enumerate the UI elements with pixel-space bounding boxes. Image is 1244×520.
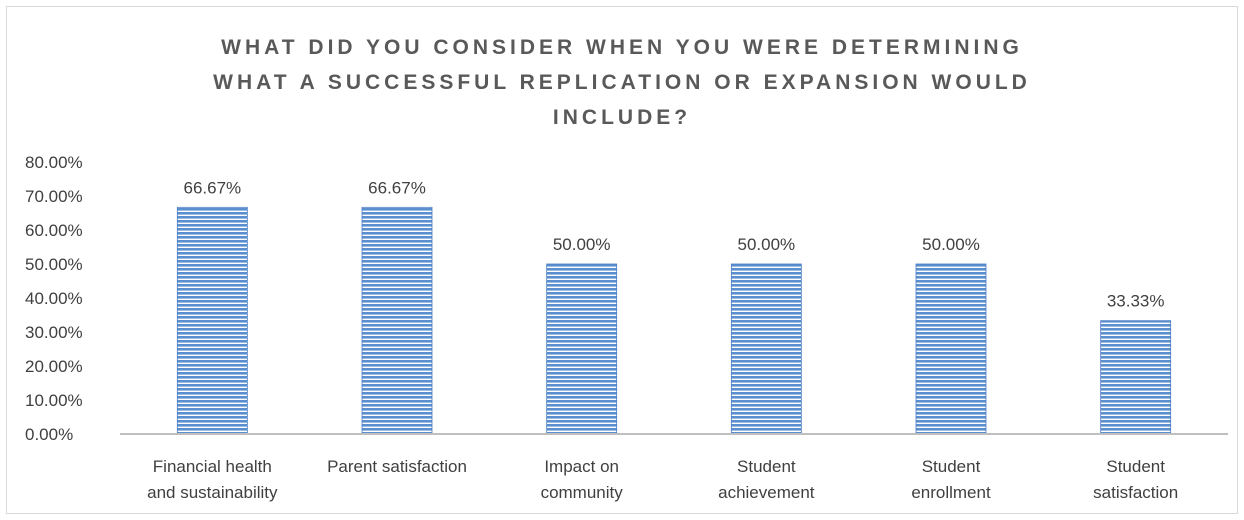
data-labels: 66.67% 66.67% 50.00% 50.00% 50.00% 33.33% <box>183 178 1164 310</box>
bar <box>730 263 802 435</box>
y-tick-label: 60.00% <box>25 221 83 240</box>
bar <box>1100 320 1172 435</box>
data-label: 66.67% <box>183 178 241 197</box>
category-label-line: Student <box>1106 457 1165 476</box>
y-axis-tick-labels: 0.00% 10.00% 20.00% 30.00% 40.00% 50.00% 60.00… <box>25 153 83 444</box>
chart-title-line-3: INCLUDE? <box>552 106 692 129</box>
bar <box>361 206 433 435</box>
category-label-line: Parent satisfaction <box>327 457 467 476</box>
data-label: 50.00% <box>553 235 611 254</box>
category-label-line: achievement <box>718 483 815 502</box>
data-label: 33.33% <box>1107 292 1165 311</box>
chart-title-line-2: WHAT A SUCCESSFUL REPLICATION OR EXPANSI… <box>213 71 1031 94</box>
category-label-line: enrollment <box>911 483 991 502</box>
category-label-line: community <box>541 483 624 502</box>
category-label: Student enrollment <box>911 457 991 502</box>
bar <box>546 263 618 435</box>
y-tick-label: 40.00% <box>25 289 83 308</box>
chart-title: WHAT DID YOU CONSIDER WHEN YOU WERE DETE… <box>0 30 1244 135</box>
y-tick-label: 20.00% <box>25 357 83 376</box>
category-label: Student achievement <box>718 457 815 502</box>
category-labels: Financial health and sustainability Parent… <box>147 457 1178 502</box>
category-label-line: Financial health <box>153 457 272 476</box>
y-tick-label: 70.00% <box>25 187 83 206</box>
y-tick-label: 50.00% <box>25 255 83 274</box>
category-label-line: Student <box>737 457 796 476</box>
category-label: Impact on community <box>541 457 624 502</box>
category-label-line: Student <box>922 457 981 476</box>
y-tick-label: 0.00% <box>25 425 73 444</box>
category-label-line: Impact on <box>544 457 619 476</box>
data-label: 66.67% <box>368 178 426 197</box>
category-label: Financial health and sustainability <box>147 457 278 502</box>
category-label: Student satisfaction <box>1093 457 1178 502</box>
bar <box>915 263 987 435</box>
data-label: 50.00% <box>737 235 795 254</box>
y-tick-label: 30.00% <box>25 323 83 342</box>
chart-title-line-1: WHAT DID YOU CONSIDER WHEN YOU WERE DETE… <box>221 36 1023 59</box>
y-tick-label: 10.00% <box>25 391 83 410</box>
category-label-line: satisfaction <box>1093 483 1178 502</box>
data-label: 50.00% <box>922 235 980 254</box>
bar <box>176 206 248 435</box>
category-label: Parent satisfaction <box>327 457 467 476</box>
bars <box>176 206 1172 435</box>
y-tick-label: 80.00% <box>25 153 83 172</box>
category-label-line: and sustainability <box>147 483 278 502</box>
